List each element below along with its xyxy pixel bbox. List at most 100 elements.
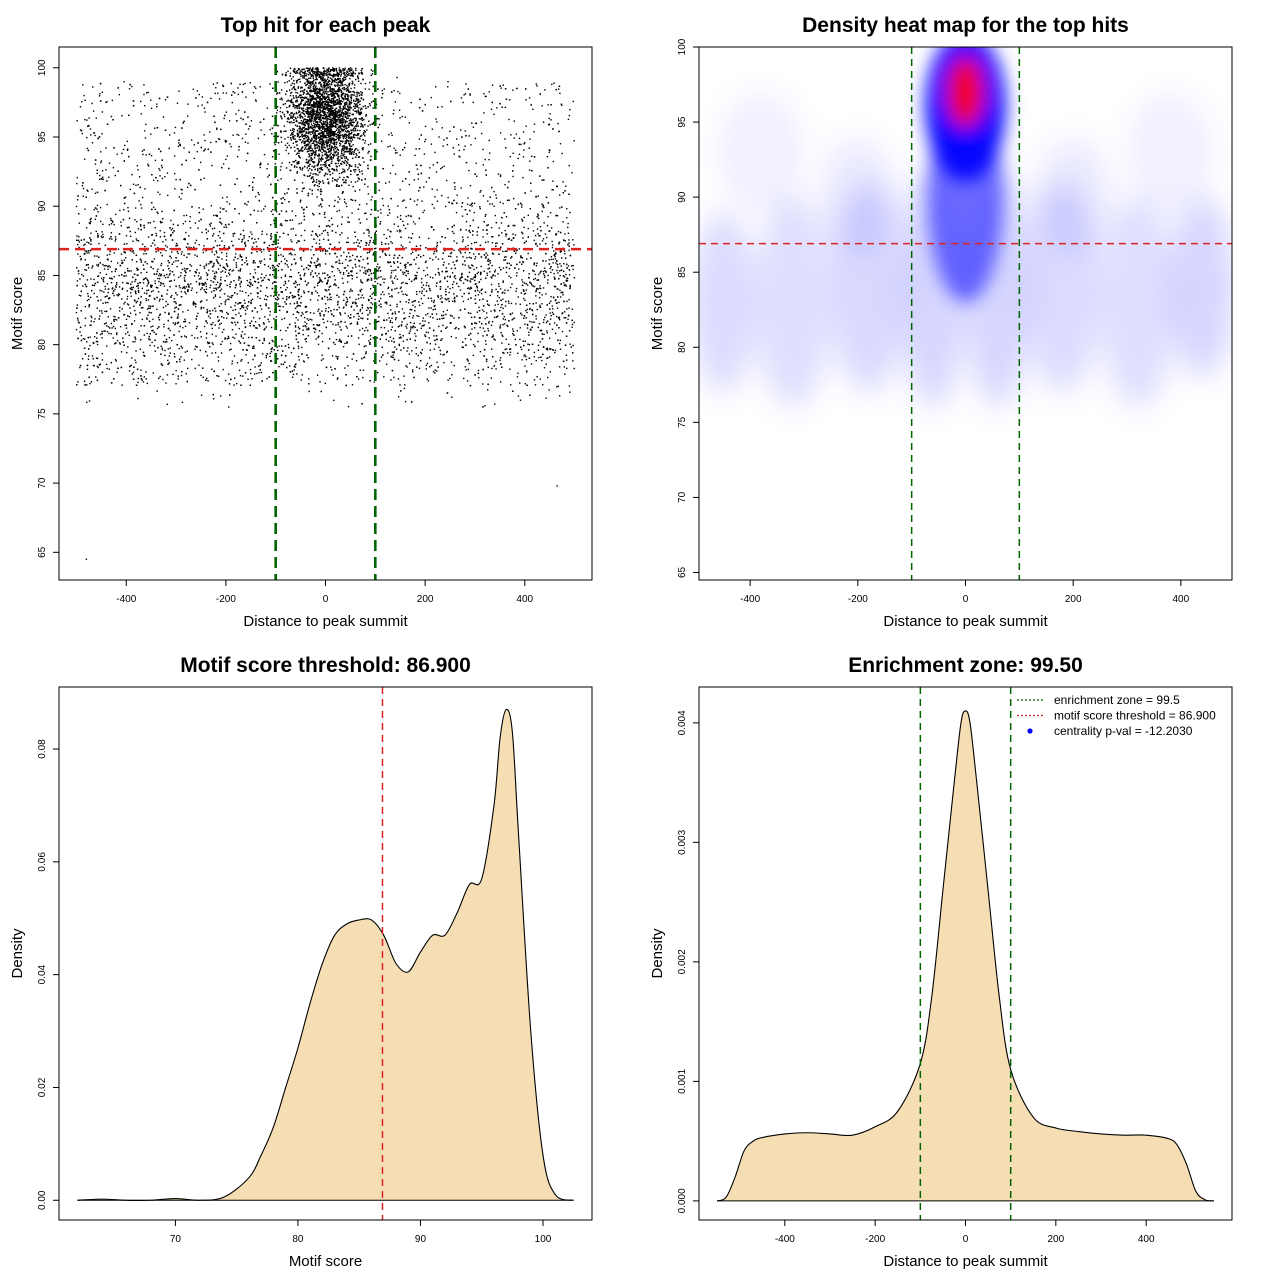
data-point xyxy=(237,87,239,89)
data-point xyxy=(205,337,208,339)
data-point xyxy=(480,278,482,281)
data-point xyxy=(277,135,279,137)
data-point xyxy=(211,342,214,344)
data-point xyxy=(307,264,309,266)
data-point xyxy=(550,296,552,298)
data-point xyxy=(464,278,467,281)
data-point xyxy=(120,366,123,369)
data-point xyxy=(485,360,488,363)
data-point xyxy=(405,282,407,284)
data-point xyxy=(475,283,477,285)
data-point xyxy=(96,340,99,343)
data-point xyxy=(197,312,199,315)
data-point xyxy=(121,274,123,276)
data-point xyxy=(220,128,222,131)
data-point xyxy=(491,336,493,338)
data-point xyxy=(487,330,490,332)
data-point xyxy=(543,319,545,321)
data-point xyxy=(525,309,527,312)
data-point xyxy=(240,360,242,362)
data-point xyxy=(416,199,419,201)
data-point xyxy=(362,258,364,261)
data-point xyxy=(93,208,95,211)
data-point xyxy=(219,217,221,220)
data-point xyxy=(183,254,185,257)
data-point xyxy=(86,147,89,150)
data-point xyxy=(75,205,78,208)
data-point xyxy=(347,335,349,337)
data-point xyxy=(493,316,496,319)
data-point xyxy=(504,106,507,109)
data-point xyxy=(551,240,553,243)
data-point xyxy=(471,264,473,266)
data-point xyxy=(151,242,154,244)
data-point xyxy=(522,156,525,158)
data-point xyxy=(565,280,568,282)
data-point xyxy=(482,368,484,371)
data-point xyxy=(508,118,510,121)
data-point xyxy=(262,322,265,324)
data-point xyxy=(130,364,132,366)
data-point xyxy=(228,406,230,408)
data-point xyxy=(249,322,251,325)
data-point xyxy=(535,315,537,317)
data-point xyxy=(337,268,339,270)
data-point xyxy=(110,322,113,325)
data-point xyxy=(267,265,270,268)
data-point xyxy=(308,328,310,331)
data-point xyxy=(393,223,396,225)
data-point xyxy=(385,338,387,341)
data-point xyxy=(213,297,215,299)
data-point xyxy=(430,143,433,145)
data-point xyxy=(306,328,308,330)
data-point xyxy=(504,318,507,321)
y-tick-label: 100 xyxy=(37,59,48,76)
data-point xyxy=(492,274,494,276)
data-point xyxy=(93,278,95,281)
data-point xyxy=(496,300,498,302)
data-point xyxy=(289,371,292,373)
data-point xyxy=(523,317,525,319)
data-point xyxy=(552,258,554,261)
data-point xyxy=(480,189,482,192)
data-point xyxy=(407,223,409,225)
data-point xyxy=(394,330,396,332)
data-point xyxy=(391,326,393,328)
data-point xyxy=(353,309,355,311)
data-point xyxy=(215,335,217,337)
data-point xyxy=(187,289,189,291)
data-point xyxy=(258,365,260,367)
data-point xyxy=(506,324,508,327)
data-point xyxy=(96,264,98,266)
data-point xyxy=(361,312,364,315)
data-point xyxy=(100,160,103,162)
data-point xyxy=(232,309,234,312)
data-point xyxy=(522,131,525,133)
data-point xyxy=(495,197,498,199)
data-point xyxy=(550,258,552,261)
data-point xyxy=(82,187,85,190)
data-point xyxy=(226,196,228,198)
data-point xyxy=(537,344,540,347)
data-point xyxy=(105,101,107,104)
data-point xyxy=(169,235,172,237)
data-point xyxy=(412,370,414,373)
data-point xyxy=(259,262,262,264)
data-point xyxy=(216,82,218,84)
data-point xyxy=(239,302,242,304)
data-point xyxy=(158,300,161,302)
data-point xyxy=(287,280,290,282)
data-point xyxy=(253,280,256,283)
data-point xyxy=(564,240,566,242)
data-point xyxy=(462,341,464,343)
data-point xyxy=(568,114,571,117)
data-point xyxy=(212,83,215,85)
data-point xyxy=(397,326,400,328)
data-point xyxy=(280,165,282,168)
data-point xyxy=(157,316,160,319)
data-point xyxy=(351,383,354,386)
data-point xyxy=(319,250,322,252)
data-point xyxy=(136,220,138,223)
data-point xyxy=(302,212,305,214)
data-point xyxy=(211,164,213,167)
